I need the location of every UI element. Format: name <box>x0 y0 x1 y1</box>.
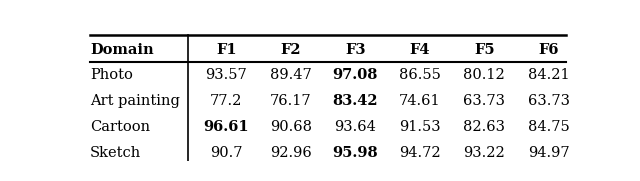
Text: 74.61: 74.61 <box>399 94 440 108</box>
Text: 93.57: 93.57 <box>205 68 247 82</box>
Text: F6: F6 <box>538 43 559 57</box>
Text: 80.12: 80.12 <box>463 68 505 82</box>
Text: Art painting: Art painting <box>90 94 180 108</box>
Text: Cartoon: Cartoon <box>90 120 150 134</box>
Text: 94.97: 94.97 <box>528 146 570 160</box>
Text: F4: F4 <box>410 43 430 57</box>
Text: 90.68: 90.68 <box>270 120 312 134</box>
Text: F2: F2 <box>280 43 301 57</box>
Text: 86.55: 86.55 <box>399 68 441 82</box>
Text: 83.42: 83.42 <box>332 94 378 108</box>
Text: 96.61: 96.61 <box>204 120 249 134</box>
Text: 93.64: 93.64 <box>334 120 376 134</box>
Text: 94.72: 94.72 <box>399 146 440 160</box>
Text: 89.47: 89.47 <box>270 68 312 82</box>
Text: 90.7: 90.7 <box>210 146 243 160</box>
Text: 95.98: 95.98 <box>332 146 378 160</box>
Text: 97.08: 97.08 <box>333 68 378 82</box>
Text: 63.73: 63.73 <box>463 94 505 108</box>
Text: Domain: Domain <box>90 43 154 57</box>
Text: 84.21: 84.21 <box>528 68 570 82</box>
Text: Sketch: Sketch <box>90 146 141 160</box>
Text: Photo: Photo <box>90 68 132 82</box>
Text: F1: F1 <box>216 43 237 57</box>
Text: 84.75: 84.75 <box>528 120 570 134</box>
Text: F5: F5 <box>474 43 495 57</box>
Text: 91.53: 91.53 <box>399 120 440 134</box>
Text: 93.22: 93.22 <box>463 146 505 160</box>
Text: F3: F3 <box>345 43 365 57</box>
Text: 63.73: 63.73 <box>528 94 570 108</box>
Text: 92.96: 92.96 <box>270 146 312 160</box>
Text: 82.63: 82.63 <box>463 120 505 134</box>
Text: 77.2: 77.2 <box>210 94 243 108</box>
Text: 76.17: 76.17 <box>270 94 312 108</box>
